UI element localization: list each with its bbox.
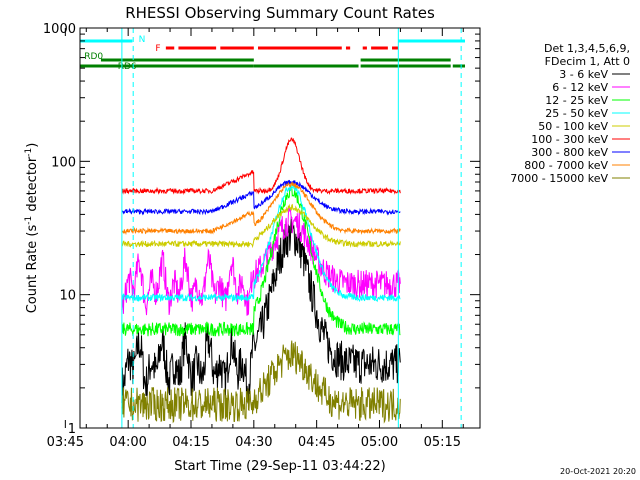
y-axis-label: Count Rate (s-1 detector-1) (24, 143, 40, 314)
series-line (121, 216, 401, 404)
legend-entry: 800 - 7000 keV (524, 159, 608, 172)
night-lines (121, 28, 462, 428)
flag-rd6-label: RD6 (118, 62, 137, 72)
legend-header: Det 1,3,4,5,6,9, (544, 42, 630, 55)
y-tick-label: 100 (51, 155, 76, 170)
series-line (121, 181, 401, 236)
flag-rd0-label: RD0 (84, 52, 103, 62)
series-line (121, 183, 401, 303)
series-line (121, 203, 401, 249)
flag-n-label: N (139, 35, 146, 45)
legend-entry: 100 - 300 keV (531, 133, 608, 146)
plot-frame (79, 27, 481, 429)
legend-entry: 12 - 25 keV (545, 94, 608, 107)
x-tick-label: 04:45 (298, 435, 335, 450)
series-line (121, 207, 401, 316)
legend: Det 1,3,4,5,6,9,FDecim 1, Att 03 - 6 keV… (510, 42, 630, 185)
series-line (121, 137, 401, 196)
x-tick-label: 04:00 (109, 435, 146, 450)
series-line (121, 179, 401, 216)
legend-entry: 25 - 50 keV (545, 107, 608, 120)
x-tick-label: 03:45 (47, 435, 84, 450)
axes: 03:45 04:00 04:15 04:30 04:45 05:00 05:15 1 10 10… (43, 22, 480, 450)
x-tick-label: 05:00 (361, 435, 398, 450)
legend-entry: 6 - 12 keV (552, 81, 608, 94)
x-axis-label: Start Time (29-Sep-11 03:44:22) (174, 459, 385, 474)
y-tick-label: 1000 (43, 22, 76, 37)
series-lines (121, 137, 401, 424)
legend-entry: 50 - 100 keV (538, 120, 608, 133)
legend-entry: 7000 - 15000 keV (510, 172, 608, 185)
legend-entry: 3 - 6 keV (559, 68, 608, 81)
footer-date: 20-Oct-2021 20:20 (560, 467, 636, 476)
x-tick-label: 05:15 (424, 435, 461, 450)
x-tick-label: 04:30 (235, 435, 272, 450)
x-tick-label: 04:15 (172, 435, 209, 450)
y-tick-label: 10 (59, 289, 76, 304)
legend-entry: 300 - 800 keV (531, 146, 608, 159)
flag-bars: NF RD0 RD6 (80, 35, 465, 72)
flag-f-label: F (155, 44, 160, 54)
y-tick-label: 1 (68, 422, 76, 437)
series-line (121, 340, 401, 424)
legend-header: FDecim 1, Att 0 (545, 55, 630, 68)
chart-title: RHESSI Observing Summary Count Rates (125, 4, 435, 22)
series-line (121, 184, 401, 337)
